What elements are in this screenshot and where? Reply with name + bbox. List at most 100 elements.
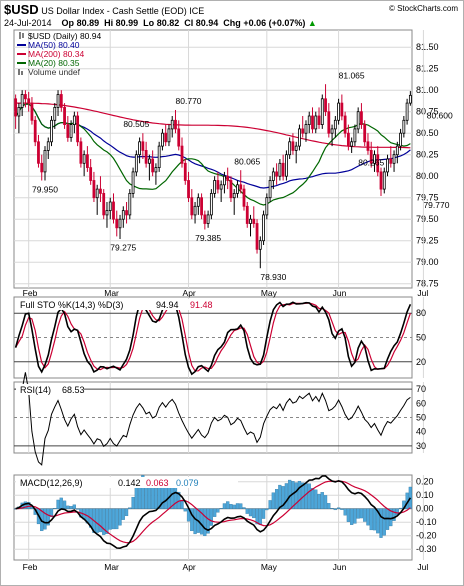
description: US Dollar Index - Cash Settle (EOD) <box>41 6 187 16</box>
macd-histogram-bar <box>229 504 233 509</box>
low-value: 80.82 <box>156 18 180 28</box>
macd-histogram-bar <box>255 508 259 525</box>
price-annotation: 79.950 <box>32 185 58 195</box>
candle-body <box>20 94 24 108</box>
macd-histogram-bar <box>284 483 289 509</box>
macd-histogram-bar <box>297 480 302 509</box>
macd-histogram-bar <box>49 508 54 518</box>
macd-x-tick-label: Feb <box>23 562 38 572</box>
macd-histogram-bar <box>245 508 249 514</box>
candle-body <box>190 197 194 216</box>
rsi-tick-label: 70 <box>416 384 426 394</box>
macd-histogram-bar <box>226 501 230 509</box>
macd-histogram-bar <box>372 508 377 531</box>
price-tick-label: 81.50 <box>416 42 439 52</box>
candle-body <box>144 149 148 164</box>
candle-body <box>395 145 399 156</box>
candle-body <box>131 171 135 194</box>
candle-body <box>86 154 89 168</box>
macd-histogram-bar <box>379 508 383 538</box>
candle-body <box>203 214 207 224</box>
macd-histogram-bar <box>46 508 50 526</box>
candle-body <box>138 141 141 156</box>
macd-histogram-bar <box>108 508 112 530</box>
macd-histogram-bar <box>359 508 364 519</box>
candle-body <box>112 201 115 220</box>
macd-histogram-bar <box>248 508 253 517</box>
sto-legend-k: 94.94 <box>156 300 179 310</box>
candle-body <box>223 175 226 186</box>
candle-body <box>121 210 125 220</box>
candle-body <box>154 167 158 173</box>
legend-swatch <box>21 71 23 75</box>
candle-body <box>386 158 389 173</box>
price-annotation: 79.275 <box>110 243 136 253</box>
candle-body <box>92 180 96 199</box>
rsi-legend-bg <box>16 384 84 395</box>
candle-body <box>219 184 223 190</box>
candle-body <box>346 132 350 147</box>
candle-body <box>89 167 93 181</box>
candle-body <box>376 154 380 173</box>
macd-histogram-bar <box>356 508 360 519</box>
macd-histogram-bar <box>75 508 80 510</box>
price-annotation: 80.505 <box>123 119 149 129</box>
candle-body <box>337 102 340 121</box>
price-tick-label: 78.75 <box>416 279 439 289</box>
candle-body <box>226 175 230 181</box>
legend-price: $USD (Daily) 80.94 <box>28 31 101 41</box>
candle-body <box>141 141 145 151</box>
candle-body <box>278 162 282 177</box>
candle-body <box>356 111 360 130</box>
sto-legend-bg <box>16 299 231 310</box>
candle-body <box>72 115 76 126</box>
macd-histogram-bar <box>216 508 220 513</box>
candle-body <box>369 149 373 164</box>
macd-legend-hist: 0.079 <box>176 478 199 488</box>
candle-body <box>252 218 256 224</box>
macd-legend-signal: 0.063 <box>146 478 169 488</box>
candle-body <box>82 154 86 164</box>
price-tick-label: 79.75 <box>416 193 439 203</box>
macd-histogram-bar <box>392 508 396 521</box>
sto-legend-d: 91.48 <box>190 300 213 310</box>
price-annotation: 80.265 <box>358 157 384 167</box>
candle-body <box>76 115 80 143</box>
macd-histogram-bar <box>219 508 223 509</box>
macd-histogram-bar <box>268 500 272 509</box>
macd-histogram-bar <box>72 504 76 509</box>
candle-body <box>402 119 406 134</box>
candle-body <box>177 128 181 147</box>
macd-legend-macd: 0.142 <box>118 478 141 488</box>
candle-body <box>281 162 285 177</box>
candle-body <box>170 119 174 130</box>
header-line-2: 24-Jul-2014 Op 80.89 Hi 80.99 Lo 80.82 C… <box>4 18 317 28</box>
macd-histogram-bar <box>193 508 197 535</box>
open-value: 80.89 <box>76 18 100 28</box>
macd-histogram-bar <box>118 508 122 526</box>
macd-histogram-bar <box>115 508 119 530</box>
macd-histogram-bar <box>206 508 210 534</box>
candle-body <box>288 141 292 156</box>
macd-tick-label: -0.30 <box>416 544 437 554</box>
macd-histogram-bar <box>304 483 308 509</box>
macd-x-tick-label: Mar <box>104 562 119 572</box>
price-x-tick-label: Feb <box>23 288 38 298</box>
candle-body <box>183 162 187 181</box>
candle-body <box>262 214 265 242</box>
macd-histogram-bar <box>27 502 31 509</box>
change-value: +0.06 (+0.07%) <box>243 18 306 28</box>
ma200-line <box>15 102 411 149</box>
macd-histogram-bar <box>350 508 354 525</box>
candle-body <box>229 180 233 199</box>
header-line-1: $USD US Dollar Index - Cash Settle (EOD)… <box>4 2 204 17</box>
macd-histogram-bar <box>330 508 334 509</box>
candle-body <box>187 180 190 199</box>
macd-histogram-bar <box>183 508 187 512</box>
macd-histogram-bar <box>59 497 63 509</box>
price-tick-label: 80.25 <box>416 150 439 160</box>
low-label: Lo <box>143 18 155 28</box>
candle-body <box>161 132 164 147</box>
candle-body <box>164 132 168 143</box>
macd-tick-label: 0.20 <box>416 477 434 487</box>
